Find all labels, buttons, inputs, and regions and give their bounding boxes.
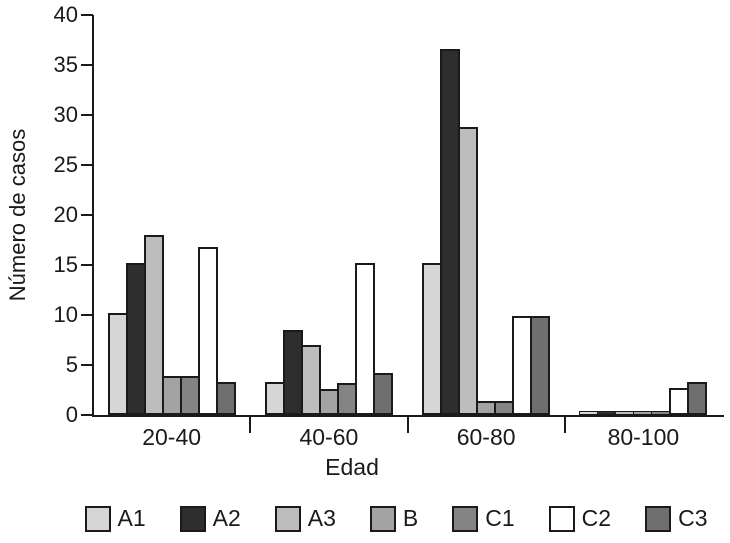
bar-A2-40-60 [282,330,303,415]
bar-A1-20-40 [107,313,128,415]
legend-item-A3: A3 [274,505,336,532]
bar-A3-40-60 [300,345,321,415]
legend-item-C1: C1 [452,505,515,532]
bar-C1-60-80 [494,401,515,415]
bar-C3-60-80 [530,316,551,415]
legend-item-C2: C2 [548,505,612,532]
legend-item-B: B [369,505,419,532]
bar-A3-60-80 [458,127,479,415]
bar-C2-40-60 [354,263,375,415]
y-tick-mark [81,14,93,16]
bar-A2-80-100 [597,411,618,415]
bar-C3-40-60 [372,373,393,415]
y-tick-mark [81,64,93,66]
bar-A1-40-60 [264,382,285,415]
y-tick-label: 30 [53,102,78,127]
bar-B-20-40 [161,376,182,415]
x-category-label: 20-40 [142,424,202,450]
bar-A3-80-100 [615,411,636,415]
y-tick-mark [81,364,93,366]
x-tick-mark [406,415,409,433]
legend-label: C1 [485,505,515,531]
y-axis-line [92,15,94,417]
y-tick-mark [81,414,93,416]
bar-C2-20-40 [197,247,218,415]
bar-C1-20-40 [179,376,200,415]
bar-A2-20-40 [125,263,146,415]
bar-A1-80-100 [579,411,600,415]
bar-C2-60-80 [512,316,533,415]
bar-C1-80-100 [651,411,672,415]
x-axis-title: Edad [325,454,379,480]
bar-B-60-80 [476,401,497,415]
y-tick-label: 15 [53,252,78,277]
legend-label: C3 [678,505,708,531]
legend-item-C3: C3 [645,505,707,532]
y-tick-label: 0 [65,402,78,427]
legend-label: B [402,505,419,531]
bar-B-80-100 [633,411,654,415]
y-tick-label: 5 [65,352,78,377]
legend-swatch-C1 [452,505,479,532]
y-tick-label: 25 [53,152,78,177]
y-tick-mark [81,314,93,316]
x-category-label: 60-80 [456,424,516,450]
legend-label: A2 [212,505,241,531]
bar-A3-20-40 [143,235,164,415]
legend-item-A2: A2 [179,505,241,532]
x-category-label: 80-100 [607,424,680,450]
y-tick-mark [81,114,93,116]
legend-swatch-A2 [179,505,206,532]
legend-label: C2 [581,505,612,531]
legend-swatch-A1 [84,505,111,532]
legend-item-A1: A1 [84,505,146,532]
legend-swatch-C2 [548,505,575,532]
x-tick-mark [563,415,566,433]
bar-A2-60-80 [440,49,461,415]
bar-C3-80-100 [687,382,708,415]
legend-swatch-C3 [645,505,672,532]
bar-B-40-60 [318,389,339,415]
bar-C2-80-100 [669,388,690,415]
y-tick-label: 10 [53,302,78,327]
bar-C3-20-40 [215,382,236,415]
x-tick-mark [249,415,252,433]
legend-label: A1 [117,505,146,531]
y-tick-mark [81,264,93,266]
legend-swatch-B [369,505,396,532]
y-tick-mark [81,164,93,166]
y-tick-label: 20 [53,202,78,227]
legend-swatch-A3 [274,505,301,532]
legend-label: A3 [307,505,336,531]
y-tick-mark [81,214,93,216]
bar-C1-40-60 [336,383,357,415]
legend: A1 A2 A3 B C1 C2 C3 [0,505,730,532]
bar-A1-60-80 [422,263,443,415]
y-tick-label: 35 [53,52,78,77]
y-tick-label: 40 [53,2,78,27]
x-category-label: 40-60 [299,424,359,450]
